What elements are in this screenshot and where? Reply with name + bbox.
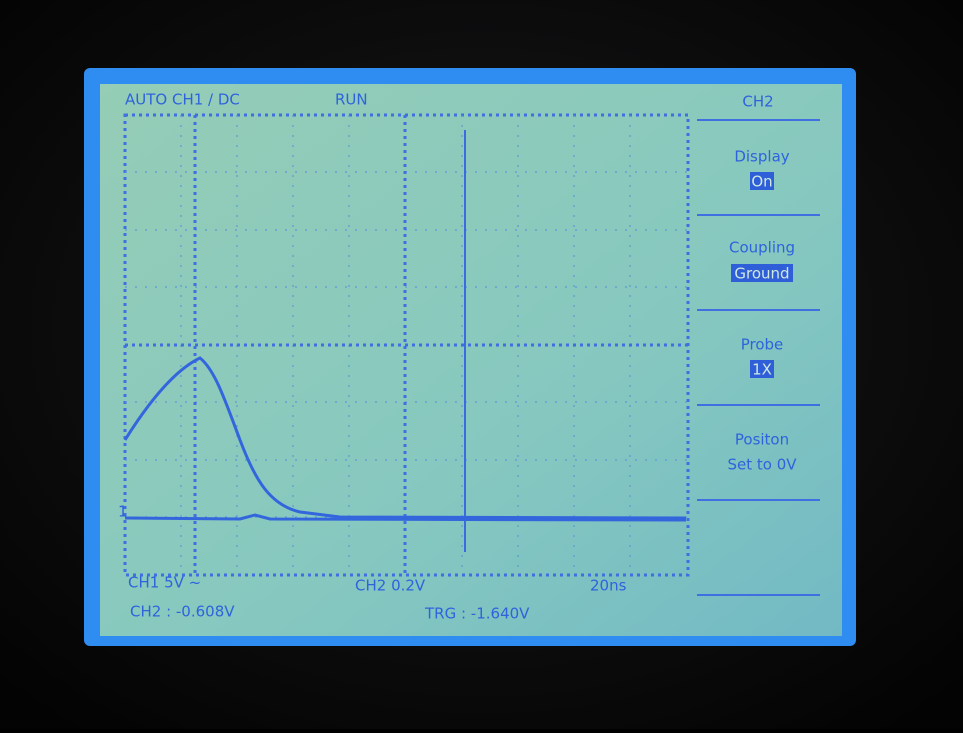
ch2-trace — [124, 513, 687, 522]
menu-label[interactable]: Coupling — [729, 239, 795, 257]
menu-value[interactable]: Set to 0V — [727, 456, 797, 474]
timebase: 20ns — [590, 577, 627, 595]
menu-value[interactable]: 1X — [752, 361, 772, 379]
menu-value[interactable]: Ground — [734, 265, 789, 283]
status-state: RUN — [335, 91, 368, 109]
ch2-readout: CH2 : -0.608V — [130, 603, 235, 621]
menu: CH2 Display On Coupling Ground Probe 1X … — [697, 93, 820, 596]
ground-marker: 1 — [118, 503, 128, 521]
menu-label[interactable]: Probe — [741, 336, 784, 354]
lcd — [100, 84, 842, 636]
ch1-scale: CH1 5V ~ — [128, 574, 201, 592]
graticule — [123, 113, 690, 577]
status-mode: AUTO CH1 / DC — [125, 91, 240, 109]
menu-title: CH2 — [742, 93, 773, 111]
trigger-level: TRG : -1.640V — [424, 605, 530, 623]
menu-value[interactable]: On — [751, 173, 772, 191]
menu-label[interactable]: Positon — [735, 431, 789, 449]
menu-label[interactable]: Display — [734, 148, 789, 166]
ch2-scale: CH2 0.2V — [355, 577, 426, 595]
ch1-trace — [123, 356, 687, 520]
